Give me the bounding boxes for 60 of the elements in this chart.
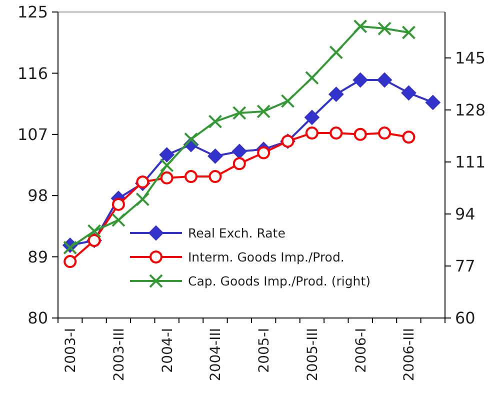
point	[208, 170, 222, 184]
x-tick-label: 2003-III	[111, 328, 128, 382]
y2-tick-label: 111	[455, 152, 486, 172]
point	[378, 126, 392, 140]
point	[232, 157, 246, 170]
y-tick-label: 125	[17, 2, 48, 22]
point	[402, 130, 416, 144]
x-tick-label: 2004-III	[208, 328, 224, 382]
point	[63, 240, 78, 255]
point	[378, 22, 392, 36]
point	[304, 110, 320, 125]
point	[425, 94, 440, 110]
point	[232, 106, 246, 120]
y2-tick-label: 77	[455, 256, 476, 276]
point	[208, 114, 222, 129]
y-tick-label: 107	[17, 125, 48, 144]
point	[64, 255, 77, 268]
point	[87, 224, 102, 238]
point	[401, 85, 416, 100]
x-tick-label: 2004-I	[160, 328, 176, 373]
y2-tick-label: 94	[455, 204, 476, 224]
point	[328, 86, 344, 102]
legend-label: Interm. Goods Imp./Prod.	[188, 249, 344, 264]
point	[159, 147, 174, 162]
y-tick-label: 89	[28, 247, 48, 266]
point	[257, 146, 270, 160]
point	[232, 144, 247, 159]
point	[184, 132, 198, 146]
legend-label: Cap. Goods Imp./Prod. (right)	[188, 273, 370, 288]
y-tick-label: 80	[28, 308, 48, 328]
point	[160, 171, 174, 184]
point	[136, 192, 150, 206]
point	[305, 126, 318, 140]
point	[304, 70, 319, 85]
point	[329, 45, 344, 60]
point	[184, 170, 198, 184]
point	[160, 158, 174, 172]
point	[402, 26, 416, 40]
point	[330, 126, 343, 140]
point	[377, 72, 392, 88]
y2-tick-label: 60	[455, 308, 476, 328]
legend-label: Real Exch. Rate	[188, 225, 286, 240]
point	[353, 19, 368, 34]
x-tick-label: 2005-I	[256, 328, 272, 373]
y2-tick-label: 128	[455, 100, 486, 120]
point	[280, 94, 295, 108]
point	[112, 198, 125, 211]
point	[208, 148, 223, 164]
x-tick-label: 2006-I	[353, 328, 370, 373]
y2-tick-label: 145	[455, 48, 486, 68]
x-tick-label: 2003-I	[62, 328, 79, 373]
point	[111, 213, 126, 228]
x-tick-label: 2005-III	[304, 328, 321, 382]
point	[354, 128, 367, 141]
y-tick-label: 116	[17, 64, 48, 83]
point	[352, 72, 368, 88]
y-tick-label: 98	[28, 186, 48, 206]
point	[256, 104, 271, 118]
x-tick-label: 2006-III	[402, 328, 418, 382]
point	[136, 176, 150, 188]
